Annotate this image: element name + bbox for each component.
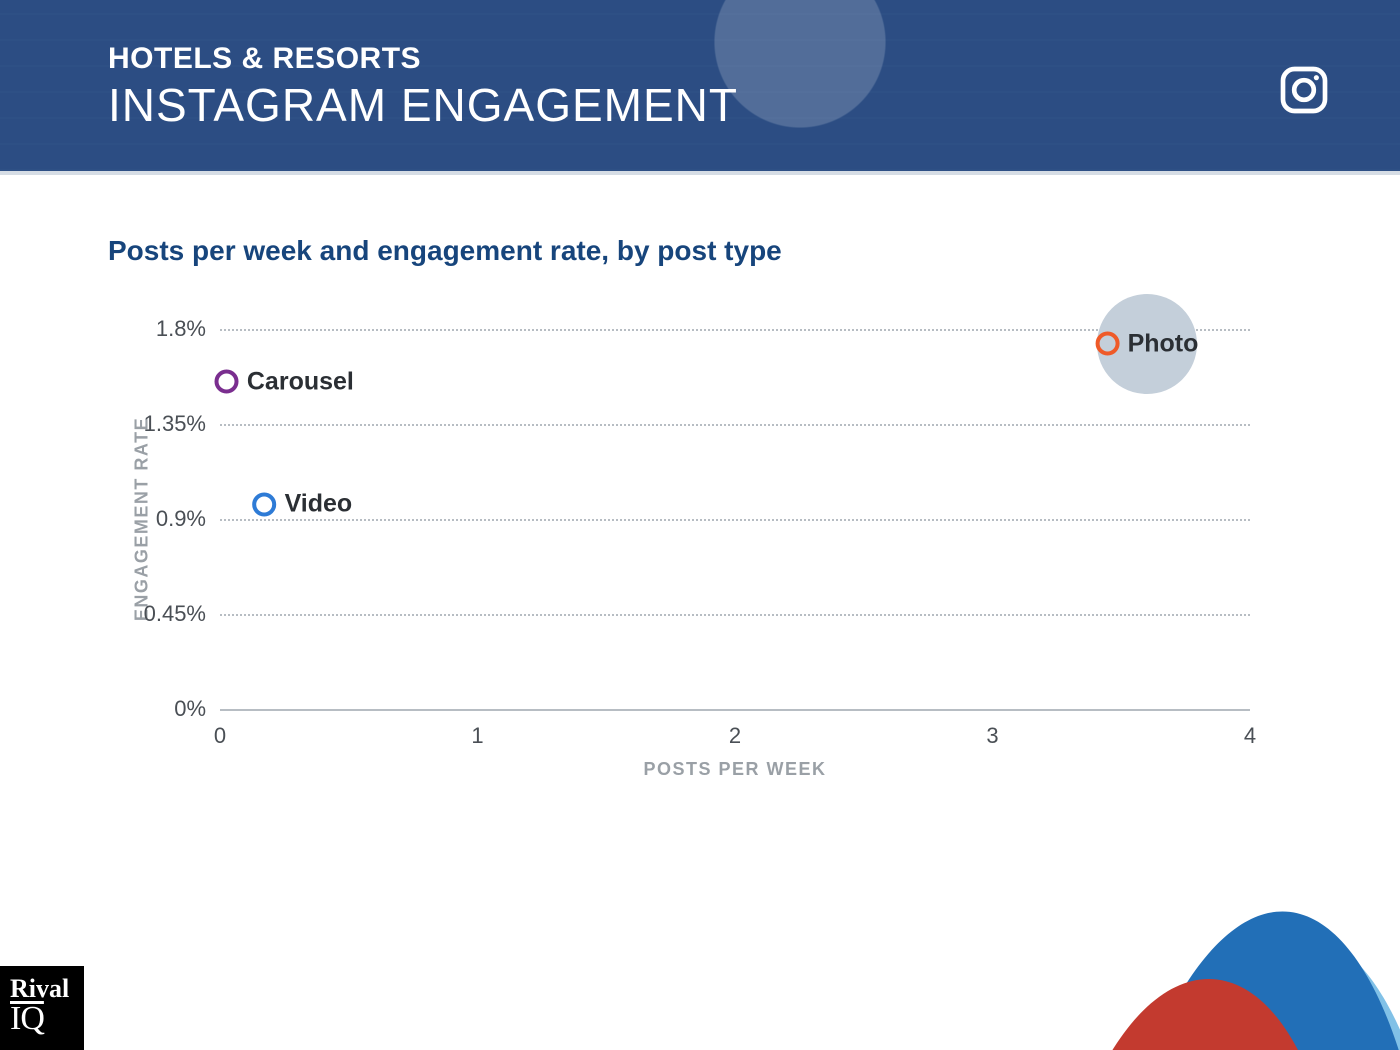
x-tick-label: 0 bbox=[214, 723, 226, 749]
chart-title: Posts per week and engagement rate, by p… bbox=[108, 235, 1292, 267]
gridline bbox=[220, 709, 1250, 711]
x-axis-label: POSTS PER WEEK bbox=[643, 759, 826, 780]
x-tick-label: 3 bbox=[986, 723, 998, 749]
point-label: Photo bbox=[1128, 329, 1199, 358]
scatter-point: Photo bbox=[1096, 329, 1199, 358]
point-label: Video bbox=[285, 490, 353, 519]
scatter-point: Video bbox=[253, 490, 353, 519]
point-marker-icon bbox=[215, 370, 239, 394]
x-tick-label: 4 bbox=[1244, 723, 1256, 749]
decorative-swoosh bbox=[1050, 834, 1400, 1050]
page-header: HOTELS & RESORTS INSTAGRAM ENGAGEMENT bbox=[0, 0, 1400, 175]
point-marker-icon bbox=[253, 492, 277, 516]
chart-container: ENGAGEMENT RATE POSTS PER WEEK 0%0.45%0.… bbox=[140, 329, 1292, 709]
logo-line2: IQ bbox=[10, 1002, 74, 1036]
chart-plot-area: ENGAGEMENT RATE POSTS PER WEEK 0%0.45%0.… bbox=[220, 329, 1250, 709]
scatter-point: Carousel bbox=[215, 367, 354, 396]
gridline bbox=[220, 424, 1250, 426]
instagram-icon bbox=[1276, 62, 1332, 123]
logo-line1: Rival bbox=[10, 976, 74, 1002]
y-tick-label: 1.35% bbox=[144, 411, 206, 437]
y-axis-label: ENGAGEMENT RATE bbox=[132, 417, 153, 621]
point-marker-icon bbox=[1096, 332, 1120, 356]
gridline bbox=[220, 519, 1250, 521]
x-tick-label: 2 bbox=[729, 723, 741, 749]
gridline bbox=[220, 614, 1250, 616]
chart-section: Posts per week and engagement rate, by p… bbox=[0, 175, 1400, 709]
rivaliq-logo: Rival IQ bbox=[0, 966, 84, 1050]
y-tick-label: 0% bbox=[174, 696, 206, 722]
y-tick-label: 0.45% bbox=[144, 601, 206, 627]
x-tick-label: 1 bbox=[471, 723, 483, 749]
y-tick-label: 1.8% bbox=[156, 316, 206, 342]
header-category: HOTELS & RESORTS bbox=[108, 42, 1400, 76]
point-label: Carousel bbox=[247, 367, 354, 396]
header-title: INSTAGRAM ENGAGEMENT bbox=[108, 78, 1400, 132]
y-tick-label: 0.9% bbox=[156, 506, 206, 532]
